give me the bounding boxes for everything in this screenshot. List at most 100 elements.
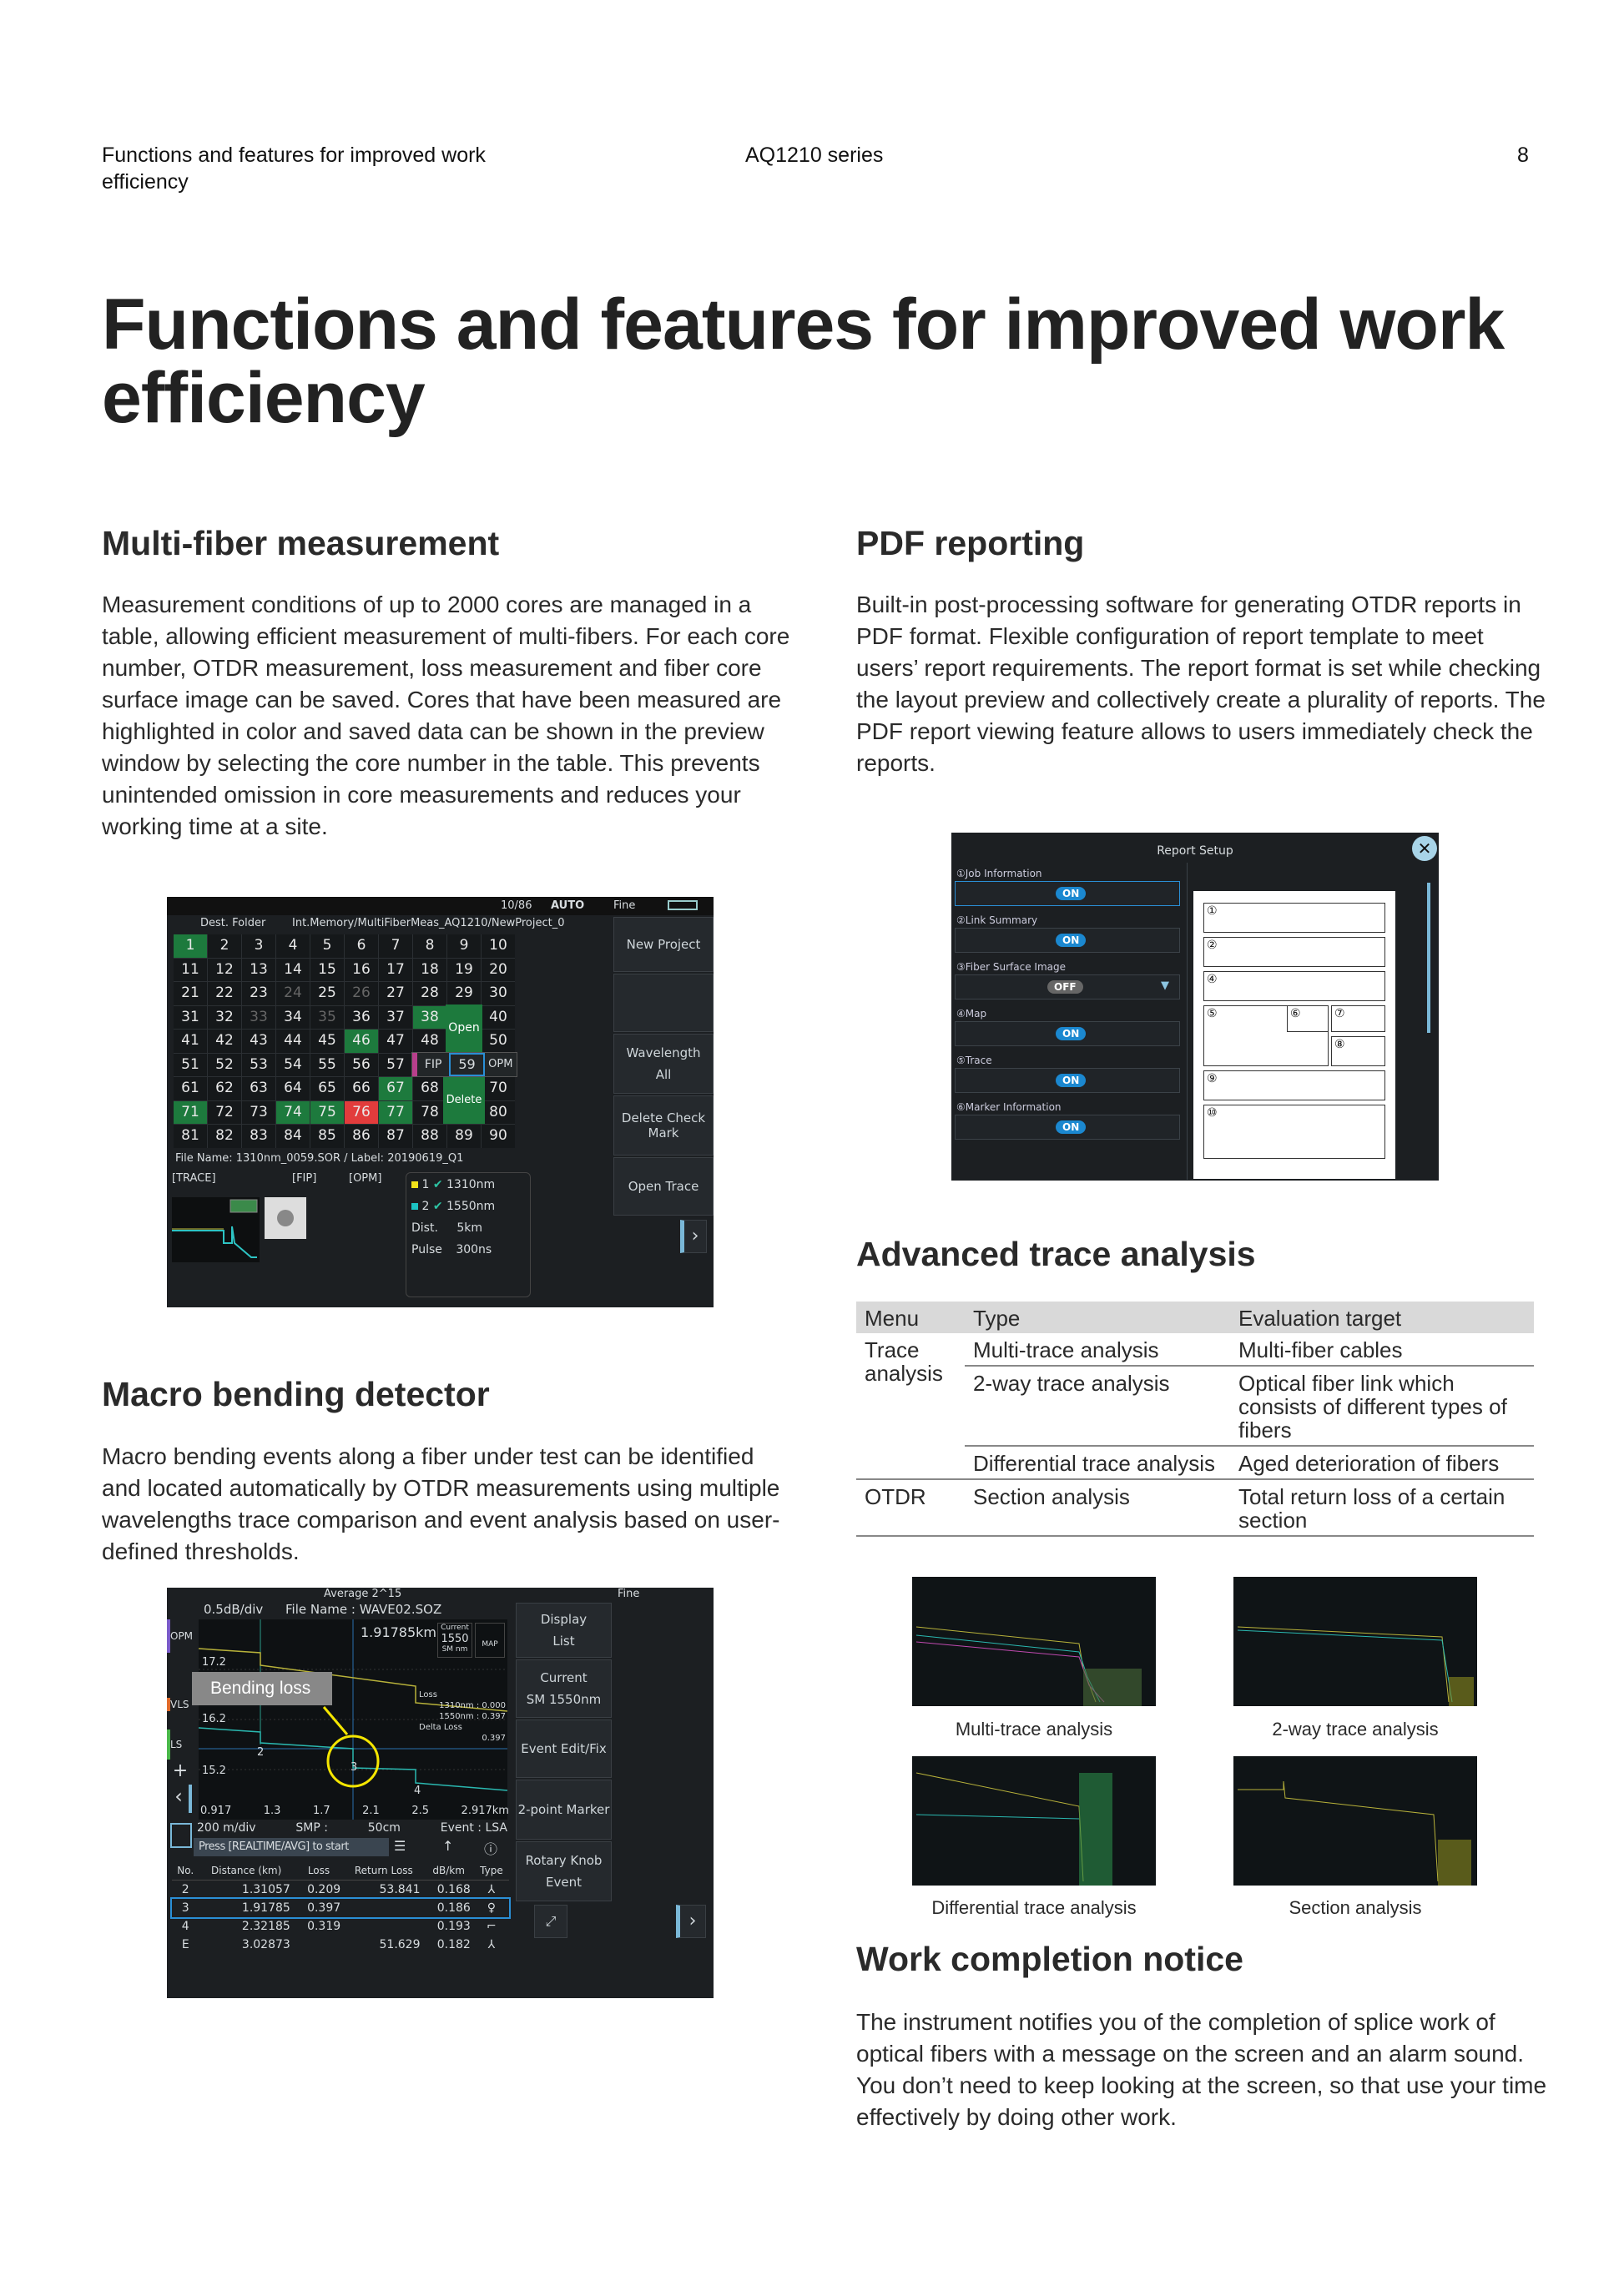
core-cell[interactable]: 80: [482, 1100, 515, 1124]
up-arrow-icon[interactable]: ↑: [442, 1838, 454, 1854]
core-cell[interactable]: 43: [242, 1030, 275, 1053]
core-cell[interactable]: 19: [447, 958, 481, 981]
core-cell[interactable]: 73: [242, 1100, 275, 1124]
core-cell[interactable]: 37: [379, 1005, 412, 1029]
report-section-toggle[interactable]: ON: [955, 928, 1180, 953]
core-cell[interactable]: 48: [413, 1030, 446, 1053]
core-cell[interactable]: 67: [379, 1077, 412, 1100]
core-cell[interactable]: 75: [310, 1100, 344, 1124]
core-cell[interactable]: 52: [208, 1053, 241, 1076]
core-cell[interactable]: 74: [276, 1100, 310, 1124]
core-cell[interactable]: 30: [482, 982, 515, 1005]
core-cell[interactable]: 17: [379, 958, 412, 981]
report-section-toggle[interactable]: ON: [955, 1115, 1180, 1140]
tab-opm[interactable]: OPM: [167, 1619, 194, 1653]
scrollbar[interactable]: [1427, 883, 1430, 1033]
core-cell[interactable]: 32: [208, 1005, 241, 1029]
core-cell[interactable]: 10: [482, 934, 515, 958]
core-cell[interactable]: 89: [447, 1125, 481, 1148]
core-cell[interactable]: 40: [482, 1005, 515, 1029]
otdr-trace-plot[interactable]: [199, 1619, 507, 1820]
core-cell[interactable]: 81: [174, 1125, 207, 1148]
event-table[interactable]: No. Distance (km) Loss Return Loss dB/km Type…: [170, 1861, 511, 1954]
opm-button[interactable]: OPM: [488, 1058, 513, 1070]
core-cell[interactable]: 88: [413, 1125, 446, 1148]
core-cell[interactable]: 36: [345, 1005, 378, 1029]
core-cell[interactable]: 16: [345, 958, 378, 981]
rotary-knob-button[interactable]: Rotary Knob Event: [516, 1841, 612, 1901]
core-cell[interactable]: 5: [310, 934, 344, 958]
event-row[interactable]: 2 1.31057 0.209 53.841 0.168 ⅄: [172, 1881, 509, 1900]
core-cell[interactable]: 72: [208, 1100, 241, 1124]
event-row[interactable]: E 3.02873 51.629 0.182 ⅄: [172, 1936, 509, 1954]
core-cell[interactable]: 84: [276, 1125, 310, 1148]
core-cell[interactable]: 90: [482, 1125, 515, 1148]
info-icon[interactable]: ⓘ: [484, 1841, 498, 1857]
core-cell[interactable]: 62: [208, 1077, 241, 1100]
delete-button[interactable]: Delete: [443, 1077, 485, 1124]
core-cell[interactable]: 25: [310, 982, 344, 1005]
core-cell[interactable]: 21: [174, 982, 207, 1005]
core-cell[interactable]: 31: [174, 1005, 207, 1029]
next-page-chevron-icon[interactable]: ›: [676, 1905, 706, 1938]
core-cell[interactable]: 29: [447, 982, 481, 1005]
core-cell[interactable]: 56: [345, 1053, 378, 1076]
core-cell[interactable]: 45: [310, 1030, 344, 1053]
core-cell[interactable]: 12: [208, 958, 241, 981]
selected-core[interactable]: 59: [449, 1053, 485, 1076]
core-cell[interactable]: 61: [174, 1077, 207, 1100]
delete-check-mark-button[interactable]: Delete Check Mark: [613, 1095, 714, 1156]
core-cell[interactable]: 41: [174, 1030, 207, 1053]
core-cell[interactable]: 8: [413, 934, 446, 958]
plus-icon[interactable]: +: [172, 1760, 189, 1781]
core-cell[interactable]: 82: [208, 1125, 241, 1148]
core-cell[interactable]: 13: [242, 958, 275, 981]
event-marker[interactable]: 3: [351, 1761, 358, 1774]
event-edit-button[interactable]: Event Edit/Fix: [516, 1719, 612, 1778]
core-cell[interactable]: 77: [379, 1100, 412, 1124]
core-cell[interactable]: 4: [276, 934, 310, 958]
core-cell[interactable]: 27: [379, 982, 412, 1005]
core-cell[interactable]: 1: [174, 934, 207, 958]
core-cell[interactable]: 6: [345, 934, 378, 958]
two-point-marker-button[interactable]: 2-point Marker: [516, 1780, 612, 1840]
event-row[interactable]: 4 2.32185 0.319 0.193 ⌐: [172, 1917, 509, 1936]
core-cell[interactable]: 2: [208, 934, 241, 958]
fip-button[interactable]: FIP: [412, 1053, 449, 1076]
display-button[interactable]: Display List: [516, 1603, 612, 1658]
core-cell[interactable]: 76: [345, 1100, 378, 1124]
wavelength-button[interactable]: Wavelength All: [613, 1034, 714, 1094]
event-marker[interactable]: 4: [414, 1785, 421, 1797]
core-cell[interactable]: 24: [276, 982, 310, 1005]
core-cell[interactable]: 66: [345, 1077, 378, 1100]
core-cell[interactable]: 26: [345, 982, 378, 1005]
current-wavelength-button[interactable]: Current SM 1550nm: [516, 1659, 612, 1718]
list-view-icon[interactable]: ☰: [394, 1838, 406, 1854]
core-cell[interactable]: 55: [310, 1053, 344, 1076]
core-cell[interactable]: 9: [447, 934, 481, 958]
core-cell[interactable]: 15: [310, 958, 344, 981]
report-section-toggle[interactable]: ON: [955, 881, 1180, 906]
core-cell[interactable]: 86: [345, 1125, 378, 1148]
tab-ls[interactable]: LS: [167, 1730, 192, 1760]
core-cell[interactable]: 14: [276, 958, 310, 981]
map-button[interactable]: MAP: [475, 1623, 505, 1658]
core-cell[interactable]: 64: [276, 1077, 310, 1100]
event-marker[interactable]: 2: [257, 1746, 265, 1759]
report-section-toggle[interactable]: ON: [955, 1068, 1180, 1093]
core-cell[interactable]: 18: [413, 958, 446, 981]
core-cell[interactable]: 71: [174, 1100, 207, 1124]
core-cell[interactable]: 54: [276, 1053, 310, 1076]
core-cell[interactable]: 44: [276, 1030, 310, 1053]
core-cell[interactable]: 47: [379, 1030, 412, 1053]
core-cell[interactable]: 68: [413, 1077, 446, 1100]
core-cell[interactable]: 63: [242, 1077, 275, 1100]
next-page-chevron-icon[interactable]: ›: [680, 1220, 707, 1253]
core-cell[interactable]: 3: [242, 934, 275, 958]
zoom-fit-icon[interactable]: ⤢: [534, 1905, 567, 1938]
core-cell[interactable]: 57: [379, 1053, 412, 1076]
open-trace-button[interactable]: Open Trace: [613, 1157, 714, 1216]
save-icon[interactable]: [170, 1823, 192, 1848]
core-cell[interactable]: 50: [482, 1030, 515, 1053]
core-cell[interactable]: 42: [208, 1030, 241, 1053]
